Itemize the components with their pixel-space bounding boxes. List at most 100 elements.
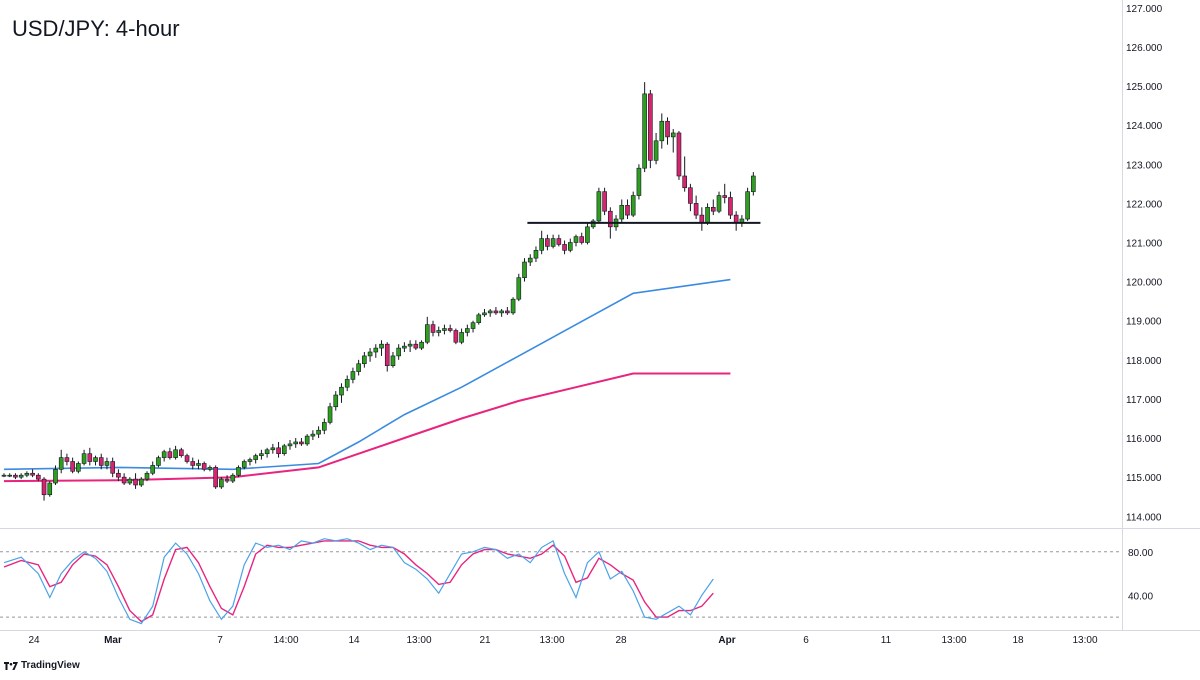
bull-candle-body: [259, 453, 264, 456]
bull-candle-body: [396, 347, 401, 357]
bear-candle-body: [213, 467, 218, 488]
bull-candle-body: [138, 478, 144, 486]
bear-candle-body: [602, 191, 607, 212]
candle: [470, 320, 476, 333]
candle: [81, 449, 87, 466]
candle: [333, 391, 339, 411]
candle: [453, 328, 459, 345]
bull-candle-body: [53, 469, 58, 484]
candle: [733, 211, 739, 231]
candle: [447, 324, 453, 333]
bull-candle-body: [333, 394, 339, 408]
candle: [527, 254, 533, 266]
bull-candle-body: [373, 347, 379, 353]
candle: [150, 461, 156, 476]
price-axis[interactable]: 127.000 126.000 125.000 124.000 123.000 122.0…: [1126, 4, 1163, 603]
candle: [642, 82, 647, 173]
candle: [522, 258, 527, 282]
bull-candle-body: [442, 328, 447, 331]
candle: [247, 457, 253, 466]
candle: [264, 447, 270, 458]
bull-candle-body: [470, 322, 476, 329]
candle: [219, 477, 224, 489]
time-tick-label: 7: [217, 635, 223, 646]
moving-average-slow-line: [3, 372, 731, 483]
candle: [98, 453, 104, 470]
candle: [688, 183, 693, 212]
tradingview-branding[interactable]: TradingView: [4, 660, 80, 671]
bear-candle-body: [579, 236, 585, 243]
stochastic-panel: [3, 538, 714, 625]
time-tick-label: 28: [615, 635, 627, 646]
time-axis[interactable]: 24 Mar 7 14:00 14 13:00 21 13:00 28 Apr 6 11 13:00 18…: [28, 635, 1098, 646]
candle: [487, 308, 493, 317]
candle: [310, 430, 316, 440]
bull-candle-body: [482, 312, 487, 316]
stochastic-k-line: [3, 538, 714, 625]
bull-candle-body: [24, 472, 30, 476]
bull-candle-body: [716, 195, 722, 212]
bull-candle-body: [390, 355, 396, 366]
candle: [413, 340, 419, 351]
bull-candle-body: [670, 132, 676, 138]
price-tick-label: 120.000: [1126, 278, 1163, 289]
bull-candle-body: [344, 379, 350, 388]
time-tick-label: 21: [479, 635, 491, 646]
candle: [739, 215, 745, 227]
candle: [516, 273, 522, 302]
candle: [344, 375, 350, 392]
bull-candle-body: [407, 343, 413, 347]
candle: [745, 187, 750, 221]
candle: [550, 234, 556, 249]
bull-candle-body: [550, 238, 556, 247]
candle: [18, 473, 24, 480]
candle: [350, 367, 356, 384]
price-tick-label: 115.000: [1126, 473, 1162, 484]
tradingview-logo-icon: [4, 661, 18, 670]
bear-candle-body: [64, 457, 70, 462]
candle: [407, 340, 413, 352]
candle: [396, 344, 401, 360]
bear-candle-body: [625, 205, 630, 216]
bull-candle-body: [522, 261, 527, 278]
bear-candle-body: [676, 132, 682, 177]
bull-candle-body: [516, 277, 522, 300]
price-tick-label: 125.000: [1126, 82, 1163, 93]
bear-candle-body: [384, 343, 390, 366]
bear-candle-body: [430, 324, 436, 333]
bull-candle-body: [93, 457, 98, 462]
bull-candle-body: [465, 328, 470, 333]
candle: [281, 443, 287, 456]
price-tick-label: 116.000: [1126, 434, 1162, 445]
candle: [299, 438, 304, 446]
bear-candle-body: [545, 238, 550, 247]
bull-candle-body: [596, 191, 602, 222]
candle: [47, 481, 53, 497]
candle: [716, 191, 722, 214]
candle: [133, 473, 138, 489]
candle: [705, 203, 710, 225]
bear-candle-body: [413, 343, 419, 349]
bear-candle-body: [699, 214, 705, 224]
bull-candle-body: [287, 443, 293, 447]
bull-candle-body: [619, 205, 625, 220]
candle: [167, 447, 173, 460]
candle: [7, 473, 13, 478]
price-tick-label: 119.000: [1126, 317, 1162, 328]
candle: [676, 131, 682, 180]
candle: [116, 469, 121, 482]
candle: [322, 418, 327, 435]
candle: [493, 307, 499, 315]
candle: [710, 199, 716, 216]
candle: [533, 246, 539, 263]
candle: [442, 324, 447, 335]
stochastic-d-line: [3, 540, 714, 623]
moving-averages: [3, 278, 731, 483]
candle: [751, 172, 756, 196]
price-tick-label: 122.000: [1126, 199, 1163, 210]
price-tick-label: 127.000: [1126, 4, 1163, 15]
candle: [510, 297, 516, 315]
bull-candle-body: [1, 474, 7, 477]
bull-candle-body: [156, 457, 161, 466]
